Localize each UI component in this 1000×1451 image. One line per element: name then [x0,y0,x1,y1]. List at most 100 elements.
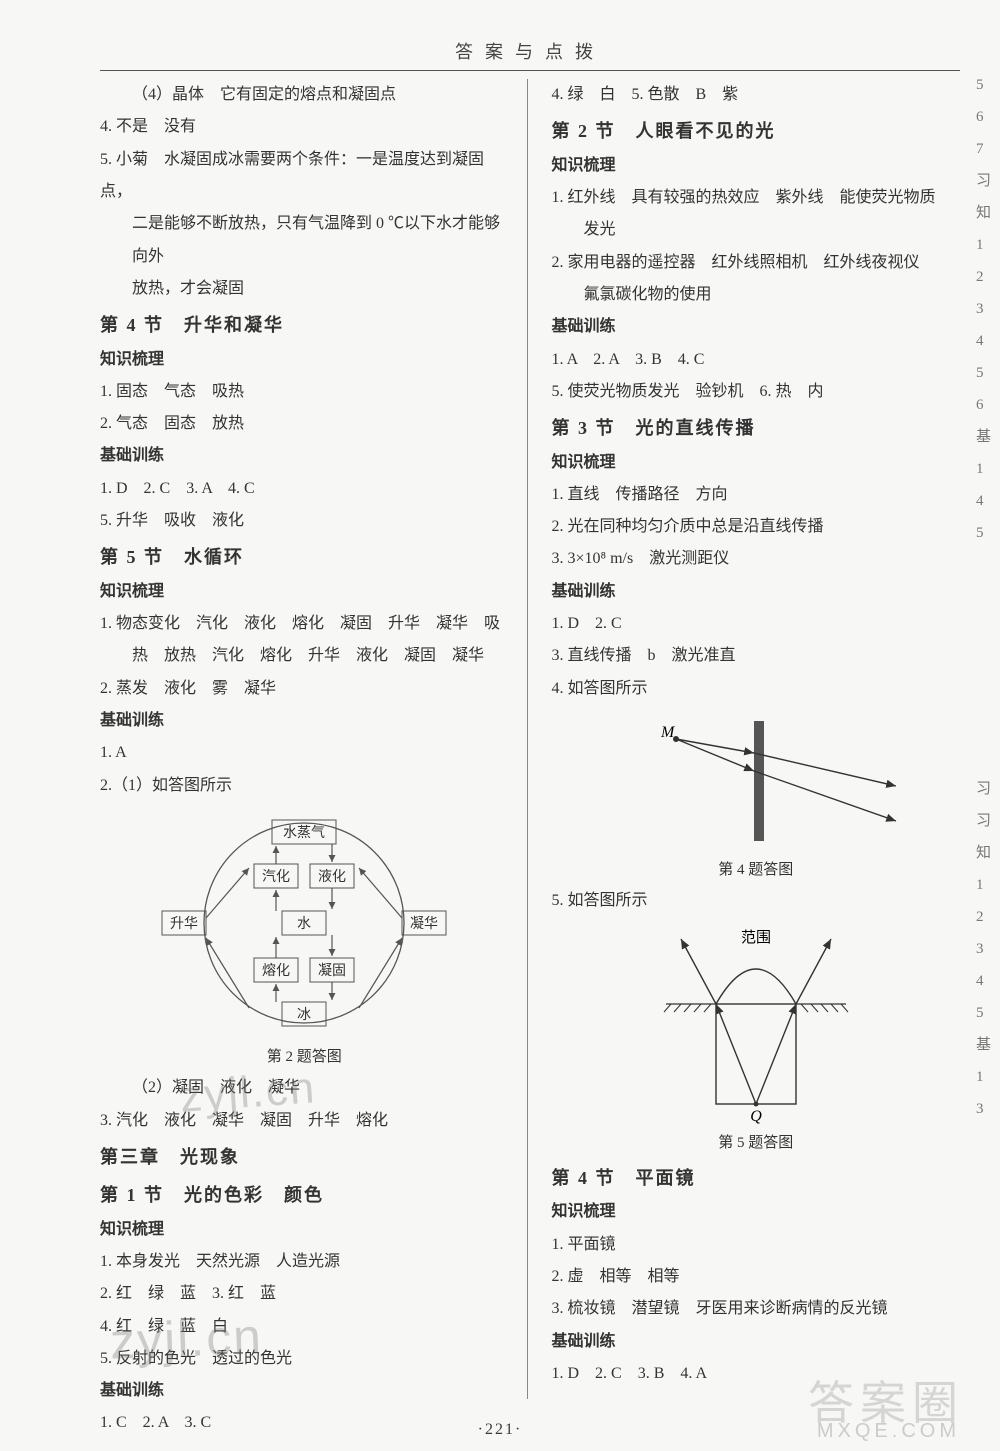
watermark: MXQE.COM [817,1420,960,1443]
right-column: 4. 绿 白 5. 色散 B 紫 第 2 节 人眼看不见的光 知识梳理 1. 红… [552,79,961,1399]
text-line: 氟氯碳化物的使用 [552,279,961,311]
strip-item [976,614,1000,646]
text-line: 2. 蒸发 液化 雾 凝华 [100,673,509,705]
strip-item: 1 [976,454,1000,486]
text-line: 2. 家用电器的遥控器 红外线照相机 红外线夜视仪 [552,247,961,279]
strip-item: 2 [976,262,1000,294]
text-line: 放热，才会凝固 [100,273,509,305]
text-line: 4. 如答图所示 [552,673,961,705]
subsection-title: 知识梳理 [100,1214,509,1246]
subsection-title: 基础训练 [100,705,509,737]
two-column-layout: （4）晶体 它有固定的熔点和凝固点 4. 不是 没有 5. 小菊 水凝固成冰需要… [100,79,960,1399]
text-line: 4. 红 绿 蓝 白 [100,1311,509,1343]
point-label: M [660,724,676,741]
text-line: 1. 直线 传播路径 方向 [552,479,961,511]
strip-item [976,742,1000,774]
text-line: 5. 小菊 水凝固成冰需要两个条件：一是温度达到凝固点， [100,144,509,209]
strip-item: 习 [976,774,1000,806]
strip-item: 基 [976,422,1000,454]
strip-item [976,582,1000,614]
strip-item: 知 [976,838,1000,870]
text-line: 发光 [552,214,961,246]
strip-item: 3 [976,934,1000,966]
strip-item: 4 [976,326,1000,358]
section-title: 第 5 节 水循环 [100,539,509,575]
box-label: 熔化 [262,963,290,979]
box-label: 汽化 [262,869,290,885]
strip-item: 3 [976,1094,1000,1126]
strip-item: 3 [976,294,1000,326]
text-line: 5. 使荧光物质发光 验钞机 6. 热 内 [552,376,961,408]
strip-item [976,678,1000,710]
text-line: 2. 气态 固态 放热 [100,408,509,440]
text-line: 1. 本身发光 天然光源 人造光源 [100,1246,509,1278]
subsection-title: 基础训练 [552,576,961,608]
text-line: 3. 直线传播 b 激光准直 [552,640,961,672]
figure-caption: 第 4 题答图 [552,855,961,885]
text-line: 2. 虚 相等 相等 [552,1261,961,1293]
strip-item: 1 [976,1062,1000,1094]
subsection-title: 基础训练 [552,1326,961,1358]
strip-item: 2 [976,902,1000,934]
light-range-diagram-5: 范围 [626,924,886,1124]
text-line: 2. 红 绿 蓝 3. 红 蓝 [100,1278,509,1310]
strip-item [976,646,1000,678]
section-title: 第 1 节 光的色彩 颜色 [100,1177,509,1213]
strip-item: 1 [976,230,1000,262]
strip-item: 7 [976,134,1000,166]
text-line: 1. A [100,737,509,769]
section-title: 第 4 节 升华和凝华 [100,307,509,343]
text-line: 2. 光在同种均匀介质中总是沿直线传播 [552,511,961,543]
text-line: 4. 绿 白 5. 色散 B 紫 [552,79,961,111]
text-line: 3. 汽化 液化 凝华 凝固 升华 熔化 [100,1105,509,1137]
strip-item: 基 [976,1030,1000,1062]
label: 范围 [741,929,771,946]
text-line: 1. A 2. A 3. B 4. C [552,344,961,376]
text-line: 3. 梳妆镜 潜望镜 牙医用来诊断病情的反光镜 [552,1293,961,1325]
strip-item: 习 [976,166,1000,198]
left-column: （4）晶体 它有固定的熔点和凝固点 4. 不是 没有 5. 小菊 水凝固成冰需要… [100,79,528,1399]
point-label: Q [750,1108,762,1124]
subsection-title: 知识梳理 [552,447,961,479]
chapter-title: 第三章 光现象 [100,1139,509,1175]
text-line: 3. 3×10⁸ m/s 激光测距仪 [552,543,961,575]
strip-item: 5 [976,518,1000,550]
margin-strip: 567习知123456基145习习知12345基13 [966,70,1000,1390]
light-ray-diagram-4: M [606,711,906,851]
text-line: 二是能够不断放热，只有气温降到 0 ℃以下水才能够向外 [100,208,509,273]
section-title: 第 4 节 平面镜 [552,1160,961,1196]
subsection-title: 知识梳理 [552,150,961,182]
text-line: 2.（1）如答图所示 [100,770,509,802]
water-cycle-diagram: 水蒸气 水 冰 汽化 液化 熔化 凝固 升华 凝华 [144,808,464,1038]
text-line: 1. 物态变化 汽化 液化 熔化 凝固 升华 凝华 吸 [100,608,509,640]
strip-item: 5 [976,998,1000,1030]
text-line: 5. 反射的色光 透过的色光 [100,1343,509,1375]
text-line: 1. D 2. C 3. A 4. C [100,473,509,505]
subsection-title: 基础训练 [100,1375,509,1407]
text-line: 1. 红外线 具有较强的热效应 紫外线 能使荧光物质 [552,182,961,214]
text-line: 4. 不是 没有 [100,111,509,143]
text-line: （4）晶体 它有固定的熔点和凝固点 [100,79,509,111]
strip-item [976,550,1000,582]
page-header: 答案与点拨 [100,38,960,71]
text-line: 5. 如答图所示 [552,885,961,917]
text-line: 5. 升华 吸收 液化 [100,505,509,537]
strip-item: 6 [976,102,1000,134]
box-label: 凝固 [318,963,346,979]
strip-item: 6 [976,390,1000,422]
box-label: 水 [297,916,311,932]
strip-item: 1 [976,870,1000,902]
subsection-title: 基础训练 [552,311,961,343]
strip-item: 5 [976,70,1000,102]
section-title: 第 3 节 光的直线传播 [552,410,961,446]
subsection-title: 基础训练 [100,440,509,472]
text-line: 1. 平面镜 [552,1229,961,1261]
strip-item: 知 [976,198,1000,230]
subsection-title: 知识梳理 [100,576,509,608]
subsection-title: 知识梳理 [100,344,509,376]
strip-item: 5 [976,358,1000,390]
text-line: （2）凝固 液化 凝华 [100,1072,509,1104]
box-label: 冰 [297,1007,311,1023]
text-line: 1. D 2. C [552,608,961,640]
strip-item [976,710,1000,742]
